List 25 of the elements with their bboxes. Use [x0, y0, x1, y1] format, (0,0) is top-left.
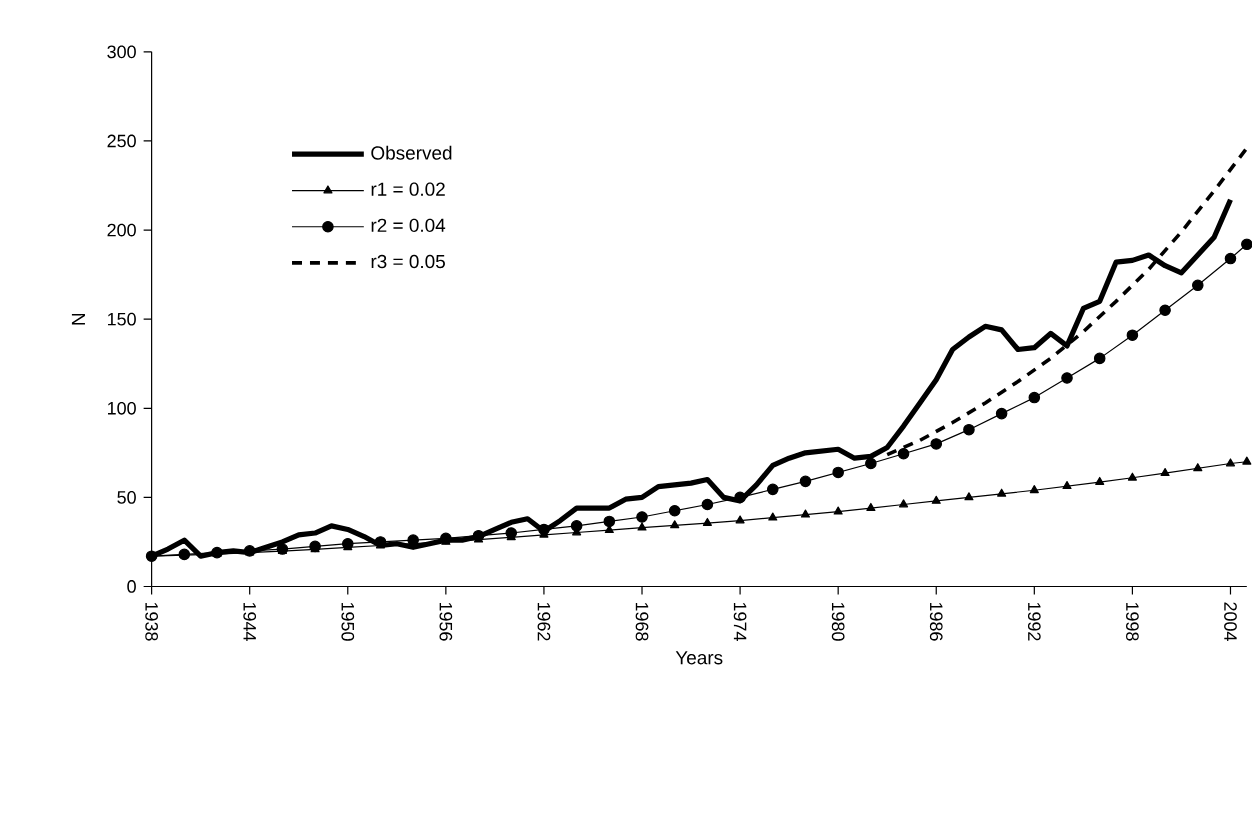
x-tick-label: 1992 [1027, 602, 1041, 641]
legend-label: Observed [371, 145, 452, 160]
legend-label: r2 = 0.04 [371, 218, 446, 233]
x-tick-label: 1968 [635, 602, 649, 641]
x-tick-label: 1974 [733, 602, 747, 641]
x-tick-label: 1980 [831, 602, 845, 641]
x-tick-label: 1998 [1126, 602, 1139, 641]
y-tick-label: 150 [108, 312, 136, 326]
x-tick-label: 1944 [243, 602, 257, 641]
x-tick-label: 1986 [929, 602, 943, 641]
y-tick-label: 100 [108, 401, 136, 415]
y-tick-label: 250 [107, 134, 136, 148]
legend-label: r1 = 0.02 [371, 182, 445, 196]
y-tick-label: 0 [127, 580, 136, 593]
y-tick-label: 50 [117, 491, 136, 504]
y-tick-label: 200 [107, 223, 136, 237]
legend-label: r3 = 0.05 [371, 254, 445, 269]
x-tick-label: 1956 [439, 602, 453, 641]
x-tick-label: 2004 [1224, 602, 1237, 641]
x-tick-label: 1950 [341, 602, 355, 641]
y-tick-label: 300 [107, 45, 136, 59]
x-axis-title: Years [675, 651, 723, 665]
x-tick-label: 1962 [537, 602, 551, 641]
x-tick-label: 1938 [145, 602, 158, 641]
y-axis-title: N [71, 313, 85, 325]
